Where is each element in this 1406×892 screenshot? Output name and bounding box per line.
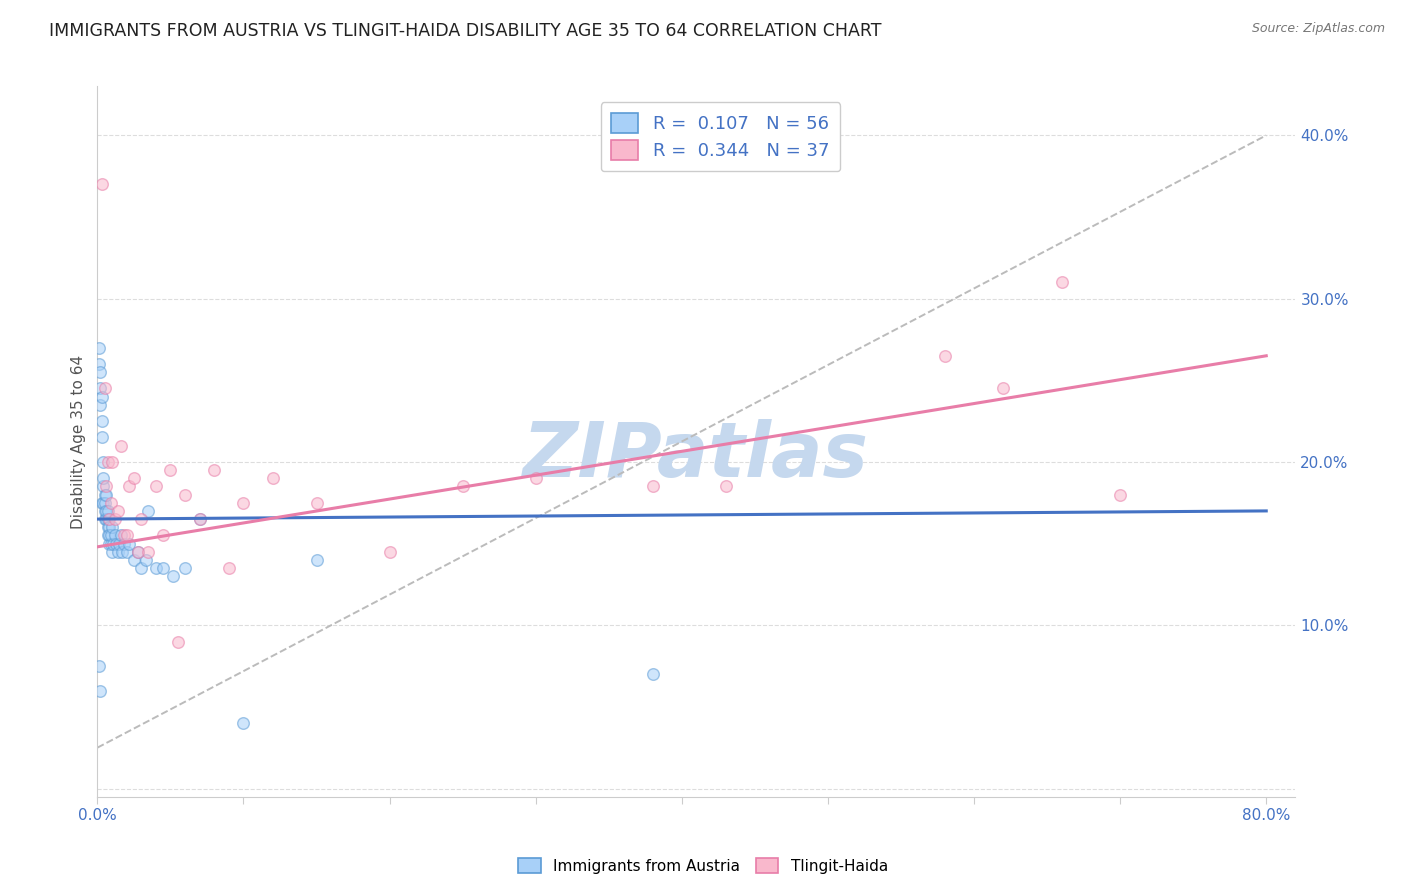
Point — [232, 716, 254, 731]
Point — [97, 512, 120, 526]
Point — [112, 536, 135, 550]
Point — [98, 520, 121, 534]
Point — [100, 536, 122, 550]
Point — [378, 545, 401, 559]
Point — [101, 520, 124, 534]
Point — [641, 667, 664, 681]
Point — [93, 487, 115, 501]
Point — [90, 496, 112, 510]
Point — [152, 561, 174, 575]
Point — [93, 504, 115, 518]
Point — [111, 545, 134, 559]
Point — [110, 528, 132, 542]
Point — [93, 512, 115, 526]
Point — [152, 528, 174, 542]
Point — [166, 634, 188, 648]
Point — [87, 659, 110, 673]
Point — [94, 479, 117, 493]
Point — [91, 455, 114, 469]
Point — [91, 471, 114, 485]
Point — [90, 430, 112, 444]
Point — [97, 504, 120, 518]
Point — [127, 545, 149, 559]
Point — [305, 553, 328, 567]
Point — [104, 528, 127, 542]
Point — [100, 528, 122, 542]
Point — [115, 528, 138, 542]
Point — [188, 512, 211, 526]
Point — [101, 455, 124, 469]
Point — [94, 504, 117, 518]
Point — [98, 536, 121, 550]
Point — [129, 561, 152, 575]
Point — [94, 487, 117, 501]
Point — [89, 365, 111, 379]
Point — [934, 349, 956, 363]
Point — [1109, 487, 1132, 501]
Point — [90, 414, 112, 428]
Text: ZIPatlas: ZIPatlas — [523, 418, 869, 492]
Text: IMMIGRANTS FROM AUSTRIA VS TLINGIT-HAIDA DISABILITY AGE 35 TO 64 CORRELATION CHA: IMMIGRANTS FROM AUSTRIA VS TLINGIT-HAIDA… — [49, 22, 882, 40]
Point — [97, 520, 120, 534]
Point — [101, 545, 124, 559]
Point — [115, 545, 138, 559]
Point — [97, 528, 120, 542]
Point — [1050, 275, 1073, 289]
Point — [90, 178, 112, 192]
Point — [524, 471, 547, 485]
Point — [94, 512, 117, 526]
Point — [641, 479, 664, 493]
Point — [714, 479, 737, 493]
Point — [451, 479, 474, 493]
Point — [145, 479, 167, 493]
Point — [107, 504, 129, 518]
Point — [87, 341, 110, 355]
Point — [145, 561, 167, 575]
Point — [98, 528, 121, 542]
Point — [127, 545, 149, 559]
Point — [118, 536, 141, 550]
Point — [138, 504, 160, 518]
Point — [202, 463, 225, 477]
Point — [91, 496, 114, 510]
Point — [103, 536, 125, 550]
Point — [993, 381, 1015, 395]
Point — [162, 569, 184, 583]
Point — [118, 479, 141, 493]
Point — [188, 512, 211, 526]
Y-axis label: Disability Age 35 to 64: Disability Age 35 to 64 — [72, 354, 86, 529]
Point — [174, 487, 197, 501]
Point — [138, 545, 160, 559]
Point — [135, 553, 157, 567]
Point — [105, 536, 128, 550]
Point — [98, 512, 121, 526]
Point — [305, 496, 328, 510]
Point — [89, 683, 111, 698]
Point — [122, 553, 145, 567]
Point — [89, 381, 111, 395]
Point — [87, 357, 110, 371]
Point — [100, 496, 122, 510]
Point — [104, 512, 127, 526]
Point — [110, 439, 132, 453]
Point — [108, 536, 131, 550]
Text: Source: ZipAtlas.com: Source: ZipAtlas.com — [1251, 22, 1385, 36]
Legend: Immigrants from Austria, Tlingit-Haida: Immigrants from Austria, Tlingit-Haida — [512, 852, 894, 880]
Point — [89, 398, 111, 412]
Point — [90, 390, 112, 404]
Point — [129, 512, 152, 526]
Legend: R =  0.107   N = 56, R =  0.344   N = 37: R = 0.107 N = 56, R = 0.344 N = 37 — [600, 103, 841, 171]
Point — [232, 496, 254, 510]
Point — [112, 528, 135, 542]
Point — [97, 455, 120, 469]
Point — [174, 561, 197, 575]
Point — [107, 545, 129, 559]
Point — [91, 479, 114, 493]
Point — [262, 471, 284, 485]
Point — [93, 381, 115, 395]
Point — [159, 463, 181, 477]
Point — [122, 471, 145, 485]
Point — [93, 496, 115, 510]
Point — [218, 561, 240, 575]
